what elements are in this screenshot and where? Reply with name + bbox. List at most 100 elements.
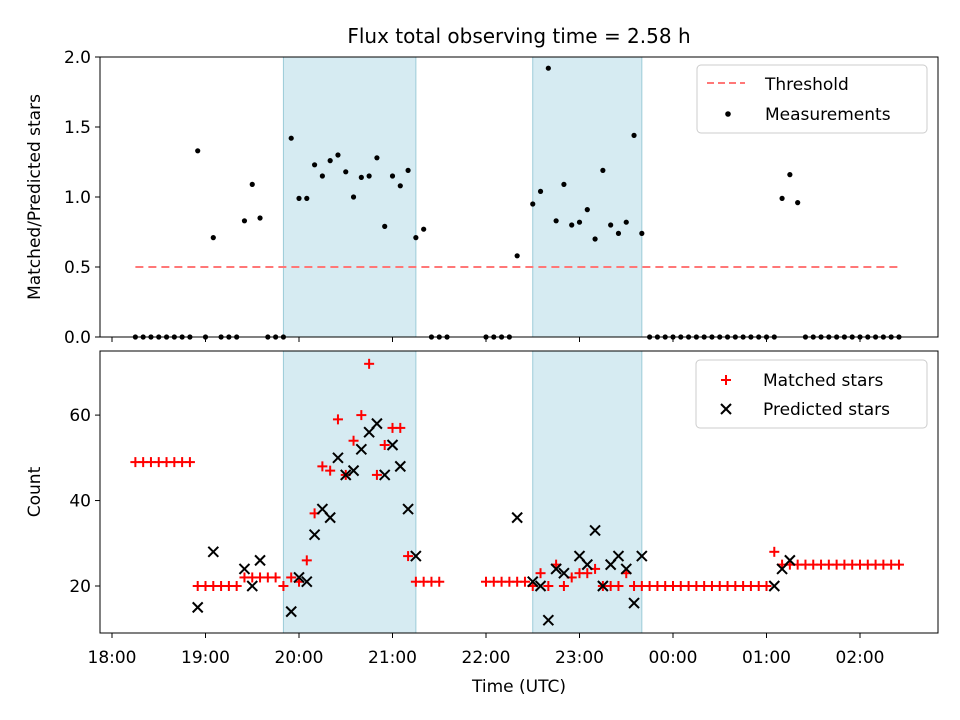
legend-matched-label: Matched stars — [763, 371, 883, 391]
matched-star-point — [278, 581, 289, 591]
measurement-point — [514, 253, 520, 259]
y-tick-label-top: 1.0 — [64, 188, 91, 208]
predicted-star-point — [527, 576, 539, 588]
measurement-point — [592, 236, 598, 242]
matched-star-point — [379, 440, 390, 450]
shaded-interval-1-top — [532, 56, 643, 338]
matched-star-point — [348, 435, 359, 446]
measurement-point — [639, 230, 645, 236]
legend-predicted-label: Predicted stars — [763, 400, 890, 420]
measurement-point — [537, 188, 544, 194]
predicted-star-point — [301, 576, 313, 588]
matched-star-point — [270, 572, 281, 583]
measurement-point — [405, 167, 411, 173]
predicted-star-point — [589, 524, 601, 537]
legend-bottom: Matched stars Predicted stars — [695, 359, 928, 429]
predicted-star-point — [558, 567, 570, 579]
x-tick-label: 23:00 — [555, 648, 604, 668]
matched-star-point — [613, 581, 624, 591]
matched-star-point — [231, 581, 242, 591]
measurement-point — [311, 162, 318, 168]
measurement-point — [389, 173, 396, 179]
predicted-star-point — [207, 546, 219, 558]
predicted-star-point — [332, 452, 344, 464]
shaded-interval-0-bottom — [282, 350, 417, 634]
measurement-point — [545, 65, 551, 71]
measurement-point — [366, 173, 372, 179]
measurement-point — [288, 135, 294, 141]
measurement-point — [413, 235, 419, 241]
measurement-point — [397, 183, 403, 189]
matched-star-point — [332, 414, 343, 425]
predicted-star-point — [308, 529, 321, 541]
matched-star-point — [535, 568, 546, 579]
matched-star-point — [371, 469, 382, 480]
measurement-point — [257, 215, 263, 221]
predicted-star-point — [246, 580, 258, 592]
axes: 0.0 0.5 1.0 1.5 2.0 20 40 60 18:00 19:00 20:00 21:0… — [64, 48, 939, 668]
measurement-point — [350, 194, 357, 200]
legend-measurements-label: Measurements — [765, 105, 891, 125]
predicted-star-point — [612, 550, 625, 562]
matched-star-point — [325, 465, 336, 476]
matched-star-point — [543, 581, 554, 591]
matched-star-point — [769, 546, 780, 557]
predicted-star-point — [371, 417, 383, 430]
matched-star-point — [301, 555, 312, 566]
measurement-point — [335, 152, 341, 158]
predicted-star-point — [324, 511, 336, 524]
measurement-point — [569, 222, 575, 228]
matched-star-point — [395, 422, 406, 433]
predicted-star-point — [511, 511, 523, 524]
predicted-star-point — [628, 597, 640, 609]
shaded-intervals — [282, 56, 643, 634]
predicted-star-point — [410, 550, 422, 562]
measurement-point — [795, 200, 801, 206]
measurement-point — [296, 195, 302, 201]
predicted-star-point — [402, 503, 414, 515]
measurement-point — [343, 169, 349, 175]
measurement-point — [787, 172, 793, 178]
measurement-point — [584, 207, 590, 213]
legend-measurements-swatch — [725, 111, 731, 117]
measurement-point — [210, 235, 216, 241]
x-tick-label: 01:00 — [742, 648, 791, 668]
predicted-star-point — [784, 554, 796, 567]
predicted-star-point — [550, 563, 562, 575]
measurement-point — [327, 158, 333, 164]
measurement-point — [576, 219, 583, 225]
measurement-point — [623, 219, 629, 225]
x-tick-label: 22:00 — [462, 648, 511, 668]
matched-star-point — [761, 581, 772, 591]
matched-star-point — [356, 410, 367, 421]
x-axis-label: Time (UTC) — [471, 677, 566, 697]
chart-title: Flux total observing time = 2.58 h — [347, 24, 690, 48]
predicted-star-point — [581, 558, 593, 571]
y-tick-label-top: 0.0 — [64, 328, 91, 348]
matched-star-point — [582, 568, 593, 579]
predicted-star-point — [386, 439, 399, 451]
x-tick-label: 19:00 — [181, 648, 230, 668]
predicted-star-point — [620, 563, 632, 575]
measurement-point — [358, 174, 364, 180]
predicted-star-point — [254, 554, 266, 567]
matched-star-point — [286, 572, 297, 583]
y-axis-label-top: Matched/Predicted stars — [25, 94, 45, 300]
x-tick-label: 18:00 — [88, 648, 137, 668]
y-tick-label-bottom: 60 — [69, 406, 91, 426]
y-tick-label-top: 1.5 — [64, 118, 91, 138]
measurement-point — [561, 181, 567, 187]
x-tick-label: 00:00 — [649, 648, 698, 668]
legend-matched-swatch — [721, 375, 731, 385]
predicted-star-point — [238, 563, 251, 575]
y-axis-label-bottom: Count — [25, 466, 45, 517]
shaded-interval-0-top — [282, 56, 417, 338]
matched-star-point — [184, 457, 195, 468]
measurement-point — [195, 148, 201, 154]
predicted-star-point — [340, 469, 352, 481]
predicted-star-point — [285, 605, 297, 618]
x-tick-label: 02:00 — [836, 648, 885, 668]
measurement-point — [319, 173, 325, 179]
matched-star-point — [519, 576, 530, 587]
legend-predicted-swatch — [720, 403, 732, 415]
